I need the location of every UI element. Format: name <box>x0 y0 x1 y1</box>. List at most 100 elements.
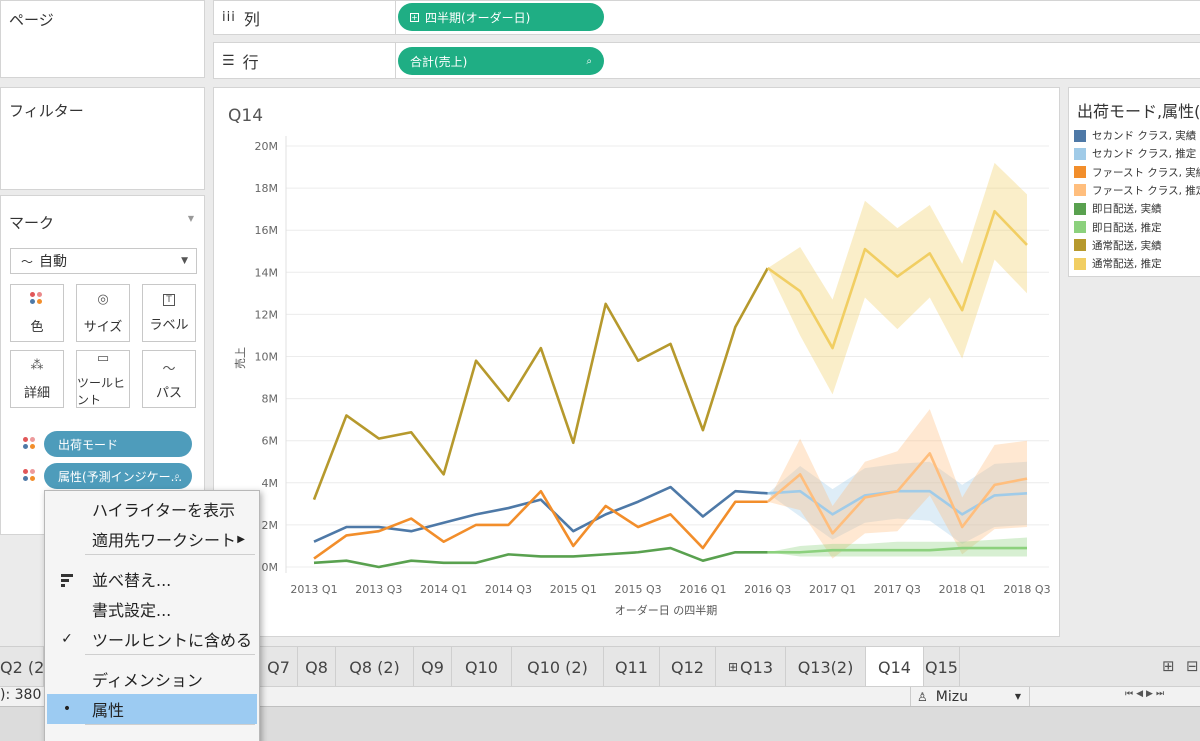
legend-swatch <box>1074 221 1086 233</box>
y-tick-label: 14M <box>255 266 279 279</box>
shelf-divider <box>395 1 396 34</box>
color-button[interactable]: 色 <box>10 284 64 342</box>
tab-label: Q11 <box>615 657 648 677</box>
context-menu-label: ハイライターを表示 <box>92 501 236 520</box>
tab-q13-2-[interactable]: Q13(2) <box>786 647 866 687</box>
detail-button[interactable]: ⁂ 詳細 <box>10 350 64 408</box>
tab-q9[interactable]: Q9 <box>414 647 452 687</box>
series-line <box>313 485 768 543</box>
tab-label: Q13(2) <box>797 657 854 677</box>
new-sheet-icon[interactable]: ⊞ <box>1162 657 1175 675</box>
user-menu[interactable]: ♙ Mizu ▼ <box>910 687 1030 706</box>
y-tick-label: 6M <box>262 435 279 448</box>
x-tick-label: 2014 Q3 <box>485 583 532 596</box>
filters-panel[interactable]: フィルター <box>0 87 205 190</box>
tab-q10-2-[interactable]: Q10 (2) <box>512 647 604 687</box>
status-bar: ): 380 ♙ Mizu ▼ ⏮◀▶⏭ <box>0 686 1200 706</box>
context-menu-item[interactable]: 並べ替え... <box>47 564 257 594</box>
rows-pill-label: 合計(売上) <box>410 54 468 69</box>
legend-item[interactable]: 通常配送, 推定 <box>1074 256 1162 271</box>
legend-item[interactable]: 通常配送, 実績 <box>1074 238 1162 253</box>
context-menu-item[interactable]: 書式設定... <box>47 594 257 624</box>
tab-q8-2-[interactable]: Q8 (2) <box>336 647 414 687</box>
tab-q15[interactable]: Q15 <box>924 647 960 687</box>
field-pill-forecast-indicator[interactable]: 属性(予測インジケー... ⌕ <box>44 463 192 489</box>
marks-menu-icon[interactable]: ▼ <box>187 214 194 223</box>
x-axis-label: オーダー日 の四半期 <box>615 603 718 617</box>
marks-title: マーク <box>9 214 55 232</box>
field-pill-ship-mode[interactable]: 出荷モード <box>44 431 192 457</box>
dashboard-icon: ⊞ <box>727 660 739 674</box>
legend-item[interactable]: 即日配送, 推定 <box>1074 220 1162 235</box>
tab-label: Q9 <box>421 657 444 677</box>
mark-type-dropdown[interactable]: 〜 自動 ▼ <box>10 248 197 274</box>
x-tick-label: 2018 Q1 <box>939 583 986 596</box>
rows-pill[interactable]: 合計(売上) ⌕ <box>398 47 604 75</box>
x-tick-label: 2013 Q1 <box>290 583 337 596</box>
tab-q7[interactable]: Q7 <box>260 647 298 687</box>
color-field-icon <box>23 437 37 451</box>
context-menu-item[interactable]: ✓ ツールヒントに含める <box>47 624 257 654</box>
menu-divider <box>85 554 255 555</box>
user-icon: ♙ <box>917 689 928 704</box>
filters-title: フィルター <box>9 102 84 120</box>
tab-q14[interactable]: Q14 <box>866 647 924 687</box>
legend-label: ファースト クラス, 実績 <box>1092 166 1200 179</box>
legend-label: 通常配送, 推定 <box>1092 258 1162 271</box>
columns-pill[interactable]: + 四半期(オーダー日) <box>398 3 604 31</box>
y-tick-label: 8M <box>262 393 279 406</box>
field-pill-label: 属性(予測インジケー... <box>58 469 183 484</box>
tab-label: Q10 (2) <box>527 657 588 677</box>
tab-label: Q2 (2) <box>0 657 51 677</box>
shelf-divider <box>395 43 396 78</box>
sort-icon <box>57 572 77 587</box>
tab-label: Q15 <box>925 657 958 677</box>
new-dashboard-icon[interactable]: ⊟ <box>1186 657 1199 675</box>
series-line <box>313 489 768 560</box>
tab-q12[interactable]: Q12 <box>660 647 716 687</box>
x-tick-label: 2014 Q1 <box>420 583 467 596</box>
rows-shelf[interactable]: ☰ 行 合計(売上) ⌕ <box>213 42 1200 79</box>
legend-item[interactable]: セカンド クラス, 推定 <box>1074 146 1196 161</box>
path-button[interactable]: 〜 パス <box>142 350 196 408</box>
context-menu-item[interactable]: 適用先ワークシート ▶ <box>47 524 257 554</box>
y-tick-label: 12M <box>255 308 279 321</box>
legend-item[interactable]: セカンド クラス, 実績 <box>1074 128 1196 143</box>
tab-label: Q13 <box>740 657 773 677</box>
tab-q2-2-[interactable]: Q2 (2) <box>0 647 51 687</box>
label-button[interactable]: T ラベル <box>142 284 196 342</box>
sheet-nav-icons[interactable]: ⏮◀▶⏭ <box>1125 689 1168 699</box>
legend-item[interactable]: ファースト クラス, 推定 <box>1074 183 1200 198</box>
legend-label: 即日配送, 推定 <box>1092 221 1162 234</box>
context-menu-label: 書式設定... <box>92 601 172 620</box>
tab-q11[interactable]: Q11 <box>604 647 660 687</box>
legend-label: ファースト クラス, 推定 <box>1092 184 1200 197</box>
forecast-band <box>767 537 1027 557</box>
tab-q10[interactable]: Q10 <box>452 647 512 687</box>
y-tick-label: 4M <box>262 477 279 490</box>
tooltip-button[interactable]: ▭ ツールヒント <box>76 350 130 408</box>
context-menu-item[interactable]: ディメンション <box>47 664 257 694</box>
path-icon: 〜 <box>162 361 176 377</box>
context-menu-item[interactable]: • 属性 <box>47 694 257 724</box>
columns-shelf[interactable]: iii 列 + 四半期(オーダー日) <box>213 0 1200 35</box>
line-chart: 0M 2M 4M 6M 8M 10M 12M 14M 16M 18M 20M 2013 Q1 2013… <box>234 136 1051 617</box>
forecast-icon: ⌕ <box>174 470 180 482</box>
x-tick-label: 2017 Q3 <box>874 583 921 596</box>
size-button[interactable]: ◎ サイズ <box>76 284 130 342</box>
series-line <box>766 209 1028 350</box>
tab-q8[interactable]: Q8 <box>298 647 336 687</box>
columns-icon: iii <box>222 10 236 25</box>
series-line <box>312 267 769 501</box>
x-tick-label: 2015 Q3 <box>615 583 662 596</box>
legend-item[interactable]: 即日配送, 実績 <box>1074 201 1162 216</box>
columns-shelf-label: iii 列 <box>222 1 397 34</box>
legend-swatch <box>1074 184 1086 197</box>
legend-swatch <box>1074 147 1086 160</box>
legend-item[interactable]: ファースト クラス, 実績 <box>1074 165 1200 180</box>
context-menu-item[interactable]: ハイライターを表示 <box>47 494 257 524</box>
series-line <box>766 452 1028 535</box>
tab-q13[interactable]: ⊞ Q13 <box>716 647 786 687</box>
legend-title: 出荷モード,属性(予 <box>1077 102 1200 121</box>
